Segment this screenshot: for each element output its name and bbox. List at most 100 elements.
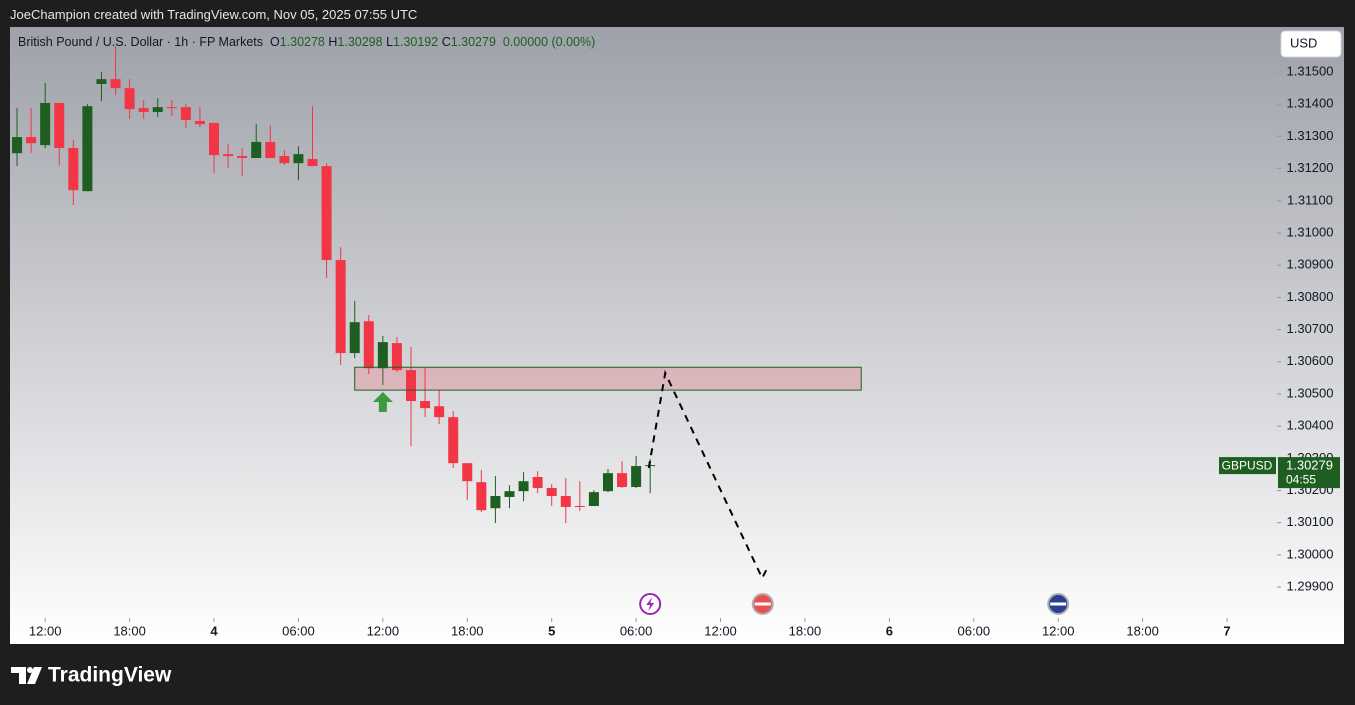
symbol: British Pound / U.S. Dollar · 1h · FP Ma… xyxy=(18,35,263,49)
candle-body xyxy=(349,322,360,354)
candle-body xyxy=(96,79,107,84)
ohlc-value: 1.30298 xyxy=(337,35,383,49)
y-tick-label: 1.30100 xyxy=(1287,514,1334,529)
candle-body xyxy=(54,102,65,149)
x-tick-label: 6 xyxy=(886,623,893,638)
candle-body xyxy=(251,141,262,159)
y-tick-label: 1.30900 xyxy=(1287,257,1334,272)
ohlc-label: C xyxy=(441,35,451,49)
ohlc-value: 1.30278 xyxy=(279,35,325,49)
candle-body xyxy=(138,108,149,112)
chart-background xyxy=(10,27,1344,644)
x-tick-label: 12:00 xyxy=(29,623,62,638)
candle-body xyxy=(293,154,304,164)
candle-body xyxy=(307,158,318,167)
currency-label: USD xyxy=(1290,35,1317,50)
candle-body xyxy=(560,496,571,507)
x-tick-label: 5 xyxy=(548,623,555,638)
x-tick-label: 18:00 xyxy=(113,623,146,638)
candle-body xyxy=(363,321,374,369)
candle-body xyxy=(166,107,177,109)
x-tick-label: 06:00 xyxy=(282,623,315,638)
candle-body xyxy=(265,141,276,159)
plot-area xyxy=(12,45,862,581)
candle-body xyxy=(391,343,402,371)
candle-body xyxy=(602,473,613,492)
x-tick-label: 18:00 xyxy=(789,623,822,638)
candle-body xyxy=(631,466,642,487)
y-tick-label: 1.31400 xyxy=(1287,96,1334,111)
candle-body xyxy=(518,481,529,492)
signal-arrow xyxy=(372,392,393,413)
price-label: 1.30279 xyxy=(1286,458,1333,473)
y-tick-label: 1.31200 xyxy=(1287,160,1334,175)
candle-body xyxy=(476,482,487,511)
event-glyph xyxy=(646,597,655,611)
candle-body xyxy=(180,107,191,121)
x-tick-label: 06:00 xyxy=(620,623,653,638)
y-tick-label: 1.30800 xyxy=(1287,289,1334,304)
y-tick-label: 1.29900 xyxy=(1287,579,1334,594)
x-tick-label: 12:00 xyxy=(367,623,400,638)
ticker-label: GBPUSD xyxy=(1222,458,1273,472)
axes: 1.299001.300001.301001.302001.303001.304… xyxy=(29,64,1334,639)
price-tag xyxy=(1278,457,1340,489)
x-tick-label: 18:00 xyxy=(1126,623,1159,638)
change: 0.00000 (0.00%) xyxy=(502,35,596,49)
y-tick-label: 1.31000 xyxy=(1287,224,1334,239)
candle-body xyxy=(237,156,248,159)
candle-body xyxy=(321,166,332,261)
event-icon[interactable] xyxy=(1047,593,1070,615)
ticker-tag xyxy=(1219,457,1276,475)
candle-body xyxy=(335,260,346,354)
x-tick-label: 06:00 xyxy=(958,623,991,638)
y-tick-label: 1.30500 xyxy=(1287,385,1334,400)
candle-body xyxy=(532,477,543,488)
currency-button[interactable] xyxy=(1280,30,1342,58)
candle-body xyxy=(405,370,416,402)
candle-body xyxy=(588,492,599,506)
credit: JoeChampion created with TradingView.com… xyxy=(10,7,418,22)
candle-body xyxy=(209,122,220,156)
ohlc-value: 1.30192 xyxy=(393,35,439,49)
candle-body xyxy=(194,120,205,125)
candle-body xyxy=(68,148,79,191)
y-tick-label: 1.30000 xyxy=(1287,546,1334,561)
candle-body xyxy=(40,102,51,146)
x-tick-label: 12:00 xyxy=(704,623,737,638)
y-tick-label: 1.31300 xyxy=(1287,128,1334,143)
candle-body xyxy=(152,107,163,112)
candle-body xyxy=(420,401,431,409)
candle-body xyxy=(377,342,388,369)
legend: British Pound / U.S. Dollar · 1h · FP Ma… xyxy=(18,35,595,49)
x-tick-label: 7 xyxy=(1223,623,1230,638)
candle-body xyxy=(223,154,234,157)
candle-body xyxy=(546,487,557,497)
y-tick-label: 1.31500 xyxy=(1287,64,1334,79)
x-tick-label: 18:00 xyxy=(451,623,484,638)
candle-body xyxy=(110,79,121,89)
ohlc-value: 1.30279 xyxy=(450,35,496,49)
candle-body xyxy=(490,496,501,509)
event-icon[interactable] xyxy=(639,593,662,615)
candle-body xyxy=(26,137,37,144)
candle-body xyxy=(82,106,93,192)
candle-body xyxy=(462,463,473,482)
projection-line xyxy=(647,369,770,581)
y-tick-label: 1.30700 xyxy=(1287,321,1334,336)
event-icon[interactable] xyxy=(751,593,774,615)
ohlc-label: O xyxy=(269,35,280,49)
logo xyxy=(11,667,42,684)
candle-body xyxy=(617,473,628,487)
y-tick-label: 1.31100 xyxy=(1287,192,1333,207)
candle-body xyxy=(574,505,585,507)
zone xyxy=(354,366,862,391)
ohlc-label: H xyxy=(328,35,338,49)
candle-body xyxy=(448,417,459,464)
candle-body xyxy=(504,491,515,497)
x-tick-label: 4 xyxy=(210,623,218,638)
candle-body xyxy=(124,88,135,110)
x-tick-label: 12:00 xyxy=(1042,623,1075,638)
